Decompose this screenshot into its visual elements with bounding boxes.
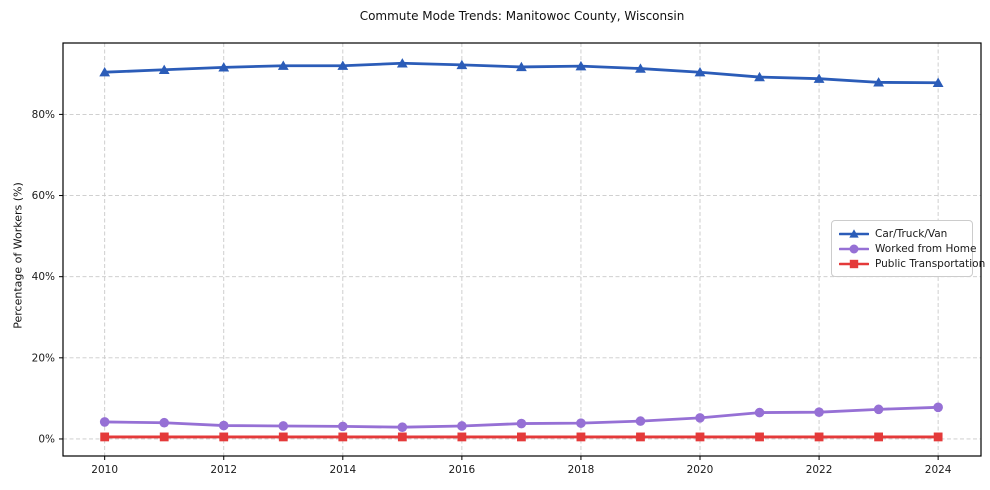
marker-circle-worked-from-home <box>397 422 408 432</box>
marker-circle-worked-from-home <box>695 413 705 423</box>
marker-circle-worked-from-home <box>278 421 289 431</box>
marker-square-public-transportation <box>517 432 526 442</box>
square-glyph <box>849 259 859 268</box>
marker-square-public-transportation <box>278 432 288 442</box>
circle-glyph <box>849 244 859 253</box>
marker-triangle-car-truck-van <box>932 77 944 87</box>
x-axis-tick-label: 2022 <box>806 464 833 476</box>
marker-circle-worked-from-home <box>754 407 765 418</box>
marker-triangle-car-truck-van <box>277 60 289 70</box>
marker-triangle-car-truck-van <box>396 58 408 68</box>
x-axis-tick-label: 2014 <box>329 464 356 476</box>
marker-triangle-car-truck-van <box>635 63 646 73</box>
marker-square-public-transportation <box>874 432 884 442</box>
marker-triangle-car-truck-van <box>754 71 765 82</box>
marker-square-public-transportation <box>814 432 824 442</box>
marker-triangle-car-truck-van <box>873 77 885 87</box>
legend-marker-public-transportation <box>839 259 869 268</box>
legend-item-worked-from-home: Worked from Home <box>839 242 976 255</box>
marker-circle-worked-from-home <box>873 404 884 415</box>
marker-triangle-car-truck-van <box>337 60 349 70</box>
legend-item-car-truck-van: Car/Truck/Van <box>839 227 965 240</box>
marker-square-public-transportation <box>219 432 229 442</box>
legend: Car/Truck/Van Worked from Home Public Tr… <box>831 220 985 277</box>
marker-circle-worked-from-home <box>99 417 110 427</box>
marker-square-public-transportation <box>636 432 645 442</box>
marker-triangle-car-truck-van <box>516 61 527 72</box>
x-axis-tick-label: 2016 <box>449 464 476 476</box>
marker-circle-worked-from-home <box>159 417 170 428</box>
marker-circle-worked-from-home <box>218 420 229 431</box>
marker-square-public-transportation <box>576 432 586 442</box>
marker-square-public-transportation <box>159 432 169 442</box>
x-axis-tick-label: 2012 <box>210 464 237 476</box>
marker-triangle-car-truck-van <box>218 62 230 72</box>
marker-square-public-transportation <box>397 432 407 442</box>
chart-title: Commute Mode Trends: Manitowoc County, W… <box>359 9 685 23</box>
x-axis-tick-label: 2010 <box>91 464 118 476</box>
x-axis-tick-label: 2018 <box>568 464 595 476</box>
marker-triangle-car-truck-van <box>158 64 170 74</box>
y-axis-tick-label: 20% <box>32 352 55 364</box>
plot-frame <box>62 42 982 457</box>
marker-circle-worked-from-home <box>338 421 348 432</box>
legend-label-worked-from-home: Worked from Home <box>875 242 977 255</box>
y-axis-tick-label: 80% <box>32 109 55 121</box>
x-axis-tick-label: 2020 <box>687 464 714 476</box>
marker-triangle-car-truck-van <box>575 60 587 71</box>
x-axis-tick-label: 2024 <box>925 464 952 476</box>
marker-circle-worked-from-home <box>933 402 943 413</box>
marker-triangle-car-truck-van <box>813 73 825 83</box>
y-axis-tick-label: 40% <box>32 271 55 283</box>
legend-marker-car-truck-van <box>839 228 869 238</box>
marker-square-public-transportation <box>933 432 943 442</box>
legend-marker-worked-from-home <box>839 244 869 253</box>
marker-circle-worked-from-home <box>516 418 527 429</box>
marker-circle-worked-from-home <box>576 418 586 428</box>
marker-circle-worked-from-home <box>635 416 646 426</box>
marker-square-public-transportation <box>100 432 110 442</box>
marker-circle-worked-from-home <box>457 421 467 431</box>
marker-square-public-transportation <box>457 432 467 442</box>
marker-triangle-car-truck-van <box>694 67 706 77</box>
marker-square-public-transportation <box>755 432 764 442</box>
marker-triangle-car-truck-van <box>456 59 468 70</box>
y-axis-tick-label: 60% <box>32 190 55 202</box>
legend-item-public-transportation: Public Transportation <box>839 257 985 270</box>
marker-triangle-car-truck-van <box>99 67 111 77</box>
legend-label-public-transportation: Public Transportation <box>875 257 986 270</box>
legend-label-car-truck-van: Car/Truck/Van <box>875 227 948 240</box>
triangle-glyph <box>849 228 859 238</box>
marker-square-public-transportation <box>695 432 705 442</box>
marker-square-public-transportation <box>338 432 348 442</box>
marker-circle-worked-from-home <box>814 407 824 417</box>
y-axis-tick-label: 0% <box>38 433 55 445</box>
